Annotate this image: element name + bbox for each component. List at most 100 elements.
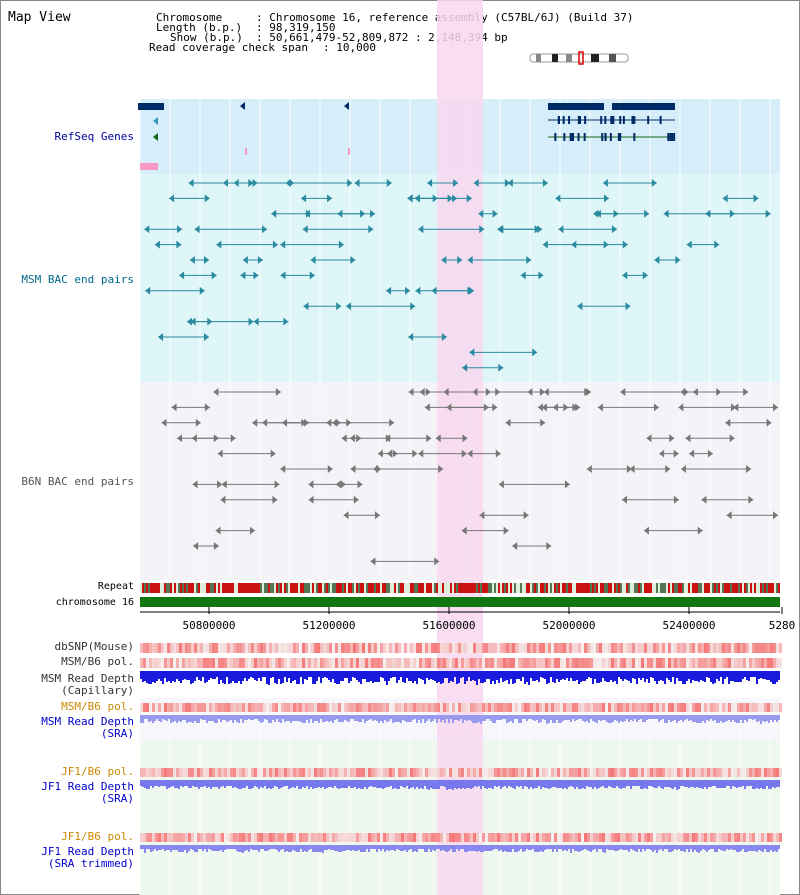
heat-cell [644, 833, 647, 842]
bac-end-left [462, 363, 468, 372]
depth-bar [300, 671, 302, 677]
heat-cell [293, 703, 296, 712]
bac-end-left [520, 271, 526, 280]
heat-cell [533, 643, 536, 653]
depth-bar [776, 671, 778, 682]
bac-end-left [171, 403, 177, 412]
depth-bar [734, 671, 736, 682]
depth-bar [250, 845, 252, 849]
heat-cell [728, 643, 731, 653]
heat-cell [542, 768, 545, 777]
depth-bar [462, 780, 464, 788]
depth-bar [520, 780, 522, 786]
b6n-bac-label[interactable]: B6N BAC end pairs [21, 475, 134, 488]
msm-bac-label[interactable]: MSM BAC end pairs [21, 273, 134, 286]
heat-cell [149, 833, 152, 842]
depth-bar [774, 715, 776, 720]
heat-cell [575, 768, 578, 777]
heat-cell [458, 643, 461, 653]
depth-bar [370, 671, 372, 681]
depth-bar [372, 715, 374, 721]
heat-cell [182, 833, 185, 842]
msm-bac-track [144, 179, 771, 372]
depth-bar [252, 780, 254, 788]
depth-bar [708, 715, 710, 721]
depth-bar [248, 845, 250, 852]
repeat-segment [444, 583, 446, 593]
heat-cell [353, 833, 356, 842]
depth-bar [160, 780, 162, 786]
depth-bar [748, 715, 750, 719]
depth-bar [516, 715, 518, 719]
depth-bar [726, 715, 728, 721]
heat-cell [530, 658, 533, 668]
heat-cell [398, 833, 401, 842]
heat-cell [569, 768, 572, 777]
depth-bar [534, 671, 536, 681]
depth-bar [758, 780, 760, 789]
depth-bar [606, 845, 608, 849]
depth-bar [720, 780, 722, 788]
gene-block [612, 103, 675, 110]
heat-cell [536, 768, 539, 777]
repeat-segment [776, 583, 778, 593]
bac-end-right [412, 449, 418, 458]
heat-cell [410, 833, 413, 842]
heat-cell [398, 768, 401, 777]
depth-bar [620, 780, 622, 789]
depth-bar [634, 780, 636, 786]
depth-bar [596, 671, 598, 683]
heat-cell [362, 833, 365, 842]
heat-cell [482, 703, 485, 712]
page-title: Map View [8, 10, 71, 25]
heat-cell [467, 768, 470, 777]
exon [617, 133, 620, 141]
depth-bar [546, 780, 548, 788]
heat-cell [569, 833, 572, 842]
depth-bar [302, 671, 304, 684]
depth-bar [346, 715, 348, 721]
heat-cell [506, 768, 509, 777]
heat-cell [215, 703, 218, 712]
heat-cell [605, 658, 608, 668]
depth-bar [454, 845, 456, 852]
depth-bar [704, 715, 706, 723]
heat-cell [440, 768, 443, 777]
depth-bar [332, 715, 334, 723]
bac-end-right [204, 403, 210, 412]
bac-end-right [250, 526, 256, 535]
depth-bar [500, 845, 502, 850]
depth-bar [746, 845, 748, 852]
bac-end-right [204, 256, 210, 264]
depth-bar [254, 715, 256, 719]
depth-bar [736, 780, 738, 788]
depth-bar [152, 780, 154, 788]
gene-arrow [153, 117, 158, 125]
depth-bar [594, 845, 596, 849]
heat-cell [371, 643, 374, 653]
depth-bar [314, 671, 316, 684]
heat-cell [239, 658, 242, 668]
heat-cell [599, 703, 602, 712]
depth-bar [246, 845, 248, 850]
depth-bar [168, 715, 170, 719]
repeat-segment [254, 583, 256, 593]
heat-cell [155, 643, 158, 653]
depth-bar [684, 715, 686, 720]
refseq-label[interactable]: RefSeq Genes [54, 130, 134, 143]
depth-bar [172, 845, 174, 850]
depth-bar [684, 845, 686, 852]
repeat-segment [452, 583, 454, 593]
heat-cell [590, 703, 593, 712]
heat-cell [653, 658, 656, 668]
axis-tick-label: 5280 [769, 619, 796, 632]
refseq-mark [140, 163, 158, 170]
depth-bar [426, 671, 428, 678]
depth-bar [434, 671, 436, 681]
depth-bar [444, 780, 446, 787]
heat-cell [401, 643, 404, 653]
depth-bar [304, 671, 306, 679]
depth-bar [298, 715, 300, 721]
heat-cell [140, 768, 143, 777]
